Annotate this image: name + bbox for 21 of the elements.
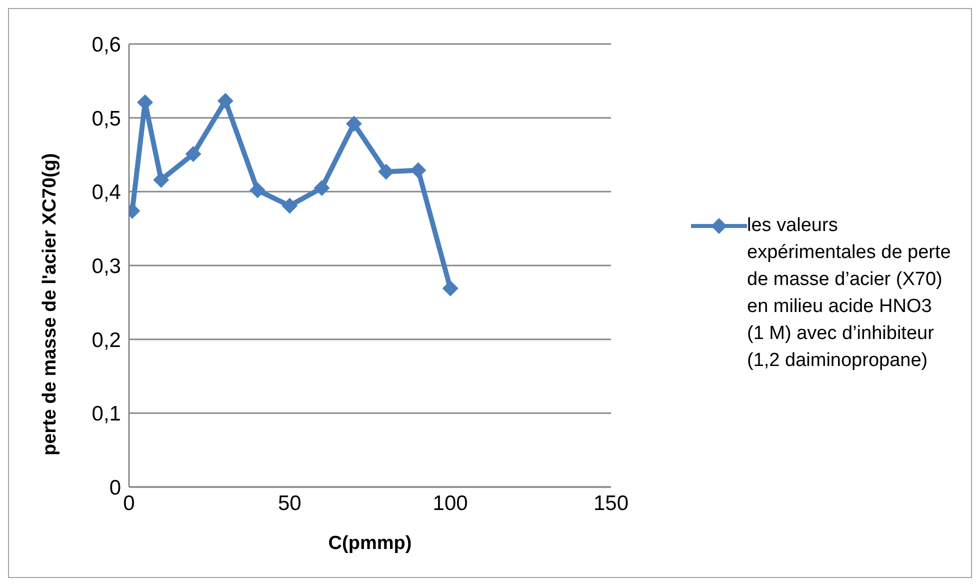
point: [282, 198, 298, 214]
point: [346, 116, 362, 132]
y-tick-label: 0,6: [92, 33, 121, 56]
y-axis-title: perte de masse de l'acier XC70(g): [40, 153, 61, 456]
point: [185, 146, 202, 162]
point: [442, 280, 458, 296]
y-tick-label: 0,1: [92, 402, 121, 426]
y-tick-label: 0,5: [92, 107, 121, 130]
point: [314, 180, 330, 196]
y-tick-label: 0,4: [92, 181, 122, 204]
point: [153, 172, 170, 188]
x-axis-title: C(pmmp): [328, 533, 412, 554]
x-tick-label: 150: [593, 492, 629, 515]
y-tick-label: 0,2: [92, 328, 121, 352]
point: [217, 92, 234, 109]
point: [250, 182, 266, 198]
legend-label: les valeurs expérimentales de perte de masse d’acier (X70) en milieu acide HNO3 (1 M) avec d’inhibiteur (1,2 daiminopropane): [747, 214, 951, 373]
x-tick-label: 50: [278, 492, 302, 515]
y-tick-label: 0: [109, 476, 121, 500]
x-tick-label: 100: [432, 492, 468, 515]
y-tick-label: 0,3: [92, 254, 121, 278]
